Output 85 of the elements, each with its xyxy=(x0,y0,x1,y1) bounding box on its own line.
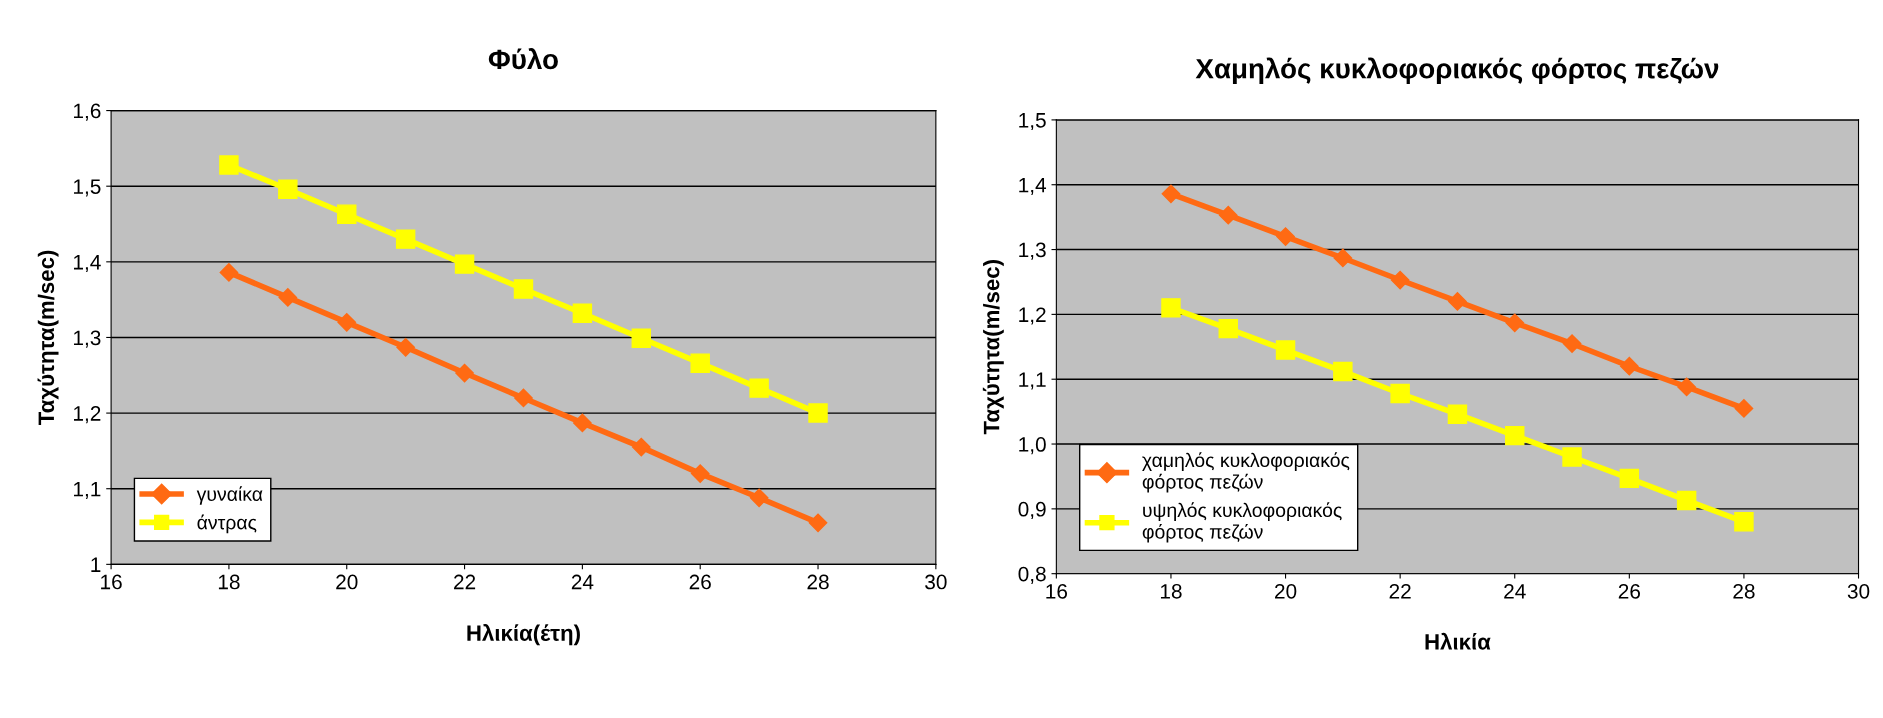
point xyxy=(1447,404,1468,424)
point xyxy=(1562,334,1582,353)
x-tick-label: 30 xyxy=(1847,583,1870,599)
point xyxy=(1218,318,1238,339)
y-tick-label: 1,2 xyxy=(1019,307,1046,325)
point xyxy=(749,488,769,508)
point xyxy=(337,204,357,224)
x-tick-label: 18 xyxy=(218,574,240,590)
x-tick-label: 24 xyxy=(1504,583,1526,599)
point xyxy=(278,288,298,307)
point xyxy=(1218,205,1238,225)
point xyxy=(631,437,651,457)
point xyxy=(337,312,357,332)
y-tick-label: 1,6 xyxy=(74,103,101,121)
x-tick-label: 16 xyxy=(1046,583,1068,599)
y-tick-label: 1,4 xyxy=(1019,177,1047,195)
point xyxy=(1677,377,1696,397)
x-tick-label: 20 xyxy=(1275,583,1297,599)
point xyxy=(1505,313,1525,333)
y-tick-label: 1,3 xyxy=(1019,242,1046,260)
point xyxy=(808,513,828,533)
x-tick-label: 22 xyxy=(454,574,476,590)
y-tick-label: 1,1 xyxy=(74,481,101,499)
legend-label: γυναίκα xyxy=(196,486,263,505)
point xyxy=(1161,298,1181,318)
point xyxy=(1562,447,1582,467)
point xyxy=(1390,270,1410,290)
point xyxy=(690,464,710,483)
point xyxy=(1390,383,1410,404)
point xyxy=(513,279,534,299)
point xyxy=(1676,490,1697,511)
y-tick-label: 0,8 xyxy=(1018,566,1046,584)
point xyxy=(1448,292,1467,311)
y-axis-title: Ταχύτητα(m/sec) xyxy=(37,250,59,425)
y-tick-label: 1,3 xyxy=(74,330,101,348)
x-axis-title: Ηλικία(έτη) xyxy=(467,624,580,646)
point xyxy=(808,403,828,423)
point xyxy=(219,263,239,282)
point xyxy=(455,363,474,383)
point xyxy=(1161,184,1181,204)
point xyxy=(1276,227,1295,246)
point xyxy=(631,328,652,348)
point xyxy=(278,179,298,199)
x-tick-label: 26 xyxy=(689,574,711,590)
y-tick-label: 1,5 xyxy=(74,179,101,197)
y-tick-label: 1,5 xyxy=(1019,113,1046,131)
x-tick-label: 16 xyxy=(101,574,122,590)
x-tick-label: 24 xyxy=(571,574,594,590)
x-tick-label: 28 xyxy=(807,574,829,590)
point xyxy=(395,229,416,249)
x-tick-label: 18 xyxy=(1160,583,1182,599)
legend-label: άντρας xyxy=(197,514,257,534)
point xyxy=(749,378,769,398)
point xyxy=(690,353,710,373)
point xyxy=(1734,399,1754,418)
legend-label: χαμηλός κυκλοφοριακός φόρτος πεζών xyxy=(1142,452,1350,493)
y-tick-label: 1,1 xyxy=(1019,372,1046,390)
point xyxy=(1619,356,1639,376)
chart-title: Χαμηλός κυκλοφοριακός φόρτος πεζών xyxy=(1195,57,1719,84)
point xyxy=(1333,361,1353,382)
point xyxy=(1734,512,1754,532)
x-tick-label: 20 xyxy=(336,574,358,590)
chart-title: Φύλο xyxy=(488,48,558,70)
point xyxy=(1505,425,1525,446)
point xyxy=(1619,468,1640,489)
y-tick-label: 1,2 xyxy=(74,406,101,424)
x-tick-label: 28 xyxy=(1733,583,1755,599)
x-tick-label: 30 xyxy=(925,574,947,590)
y-tick-label: 1,4 xyxy=(74,255,101,273)
x-axis-title: Ηλικία xyxy=(1425,632,1491,650)
point xyxy=(514,388,533,408)
point xyxy=(1275,340,1296,360)
point xyxy=(219,155,239,175)
x-tick-label: 22 xyxy=(1389,583,1411,599)
point xyxy=(572,303,593,323)
y-tick-label: 1,0 xyxy=(1019,437,1046,455)
point xyxy=(396,337,415,357)
x-tick-label: 26 xyxy=(1618,583,1640,599)
point xyxy=(573,413,592,433)
y-axis-title: Ταχύτητα(m/sec) xyxy=(982,260,1004,435)
point xyxy=(1333,248,1353,268)
y-tick-label: 1 xyxy=(91,557,101,572)
point xyxy=(454,254,475,274)
legend-label: υψηλός κυκλοφοριακός φόρτος πεζών xyxy=(1142,502,1342,543)
y-tick-label: 0,9 xyxy=(1018,501,1046,520)
